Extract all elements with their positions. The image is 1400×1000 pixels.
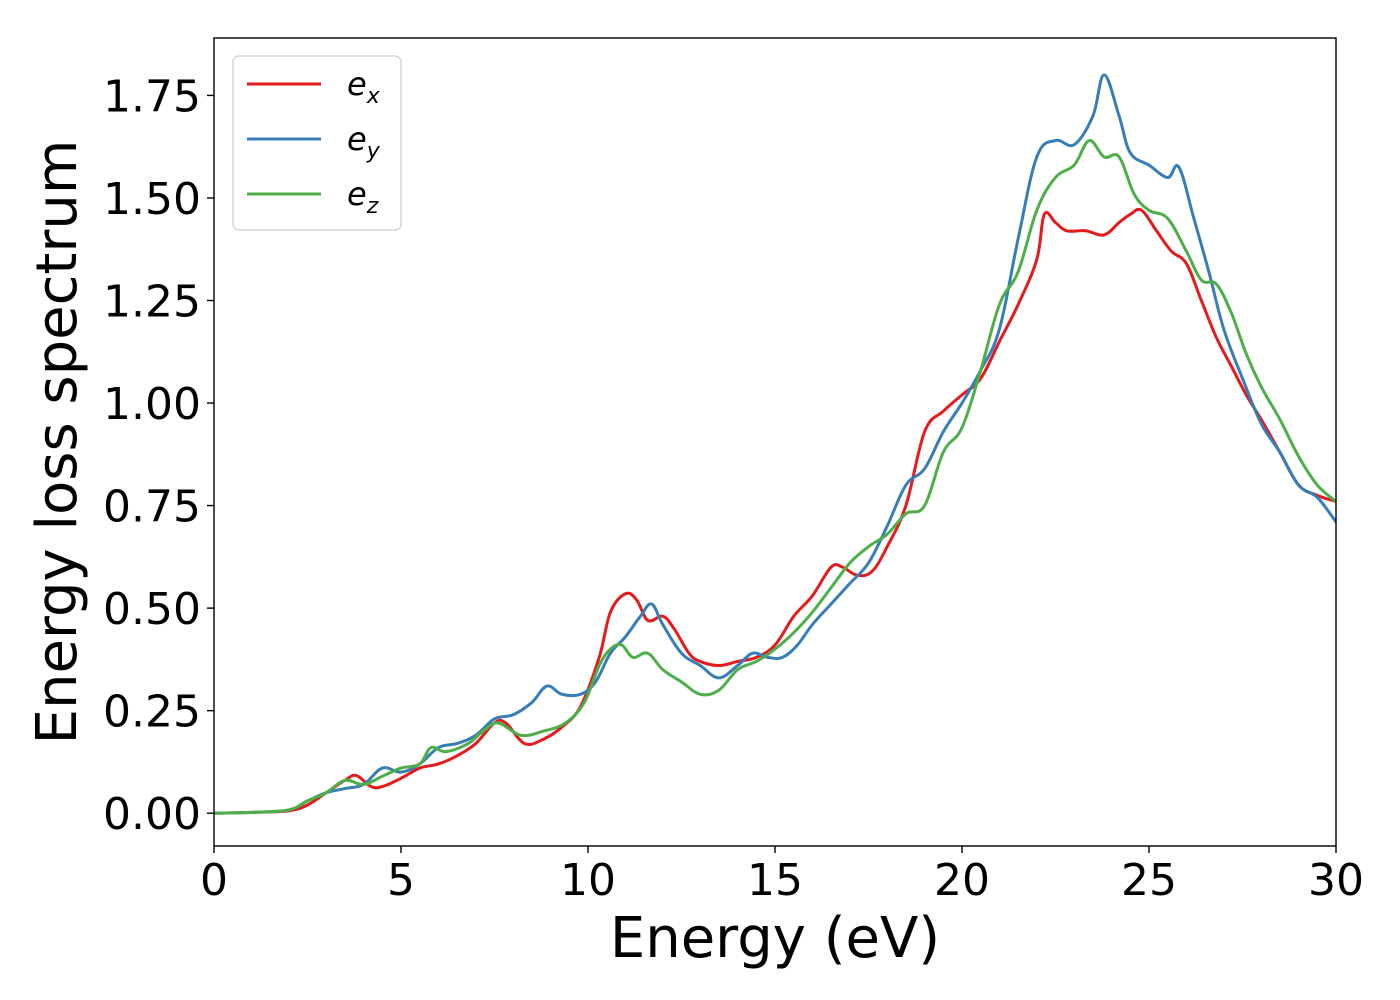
series-line-y — [214, 73, 1336, 815]
y-tick-label: 1.75 — [103, 71, 201, 122]
y-axis: 0.00 0.25 0.50 0.75 1.00 1.25 1.50 1.75 — [103, 71, 214, 840]
x-tick-label: 20 — [934, 855, 990, 906]
x-tick-label: 5 — [387, 855, 415, 906]
x-axis: 0 5 10 15 20 25 30 — [200, 846, 1364, 906]
y-tick-label: 0.75 — [103, 482, 201, 533]
x-tick-label: 30 — [1308, 855, 1364, 906]
legend-label-base: e — [347, 65, 367, 103]
series-layer — [214, 73, 1336, 815]
legend-label-z: ez — [347, 175, 379, 219]
legend-label-subscript: z — [366, 194, 379, 219]
y-axis-label: Energy loss spectrum — [25, 140, 90, 745]
y-tick-label: 0.00 — [103, 789, 201, 840]
y-tick-label: 0.50 — [103, 584, 201, 635]
x-tick-label: 10 — [560, 855, 616, 906]
legend-label-base: e — [347, 175, 367, 213]
x-tick-label: 15 — [747, 855, 803, 906]
series-line-x — [214, 207, 1336, 815]
legend-label-y: ey — [347, 120, 381, 164]
y-tick-label: 0.25 — [103, 687, 201, 738]
series-line-z — [214, 139, 1336, 815]
legend-label-subscript: x — [366, 84, 381, 109]
y-tick-label: 1.00 — [103, 379, 201, 430]
legend-label-subscript: y — [366, 139, 381, 164]
x-tick-label: 0 — [200, 855, 228, 906]
x-tick-label: 25 — [1121, 855, 1177, 906]
legend-box — [232, 55, 402, 231]
legend-label-base: e — [347, 120, 367, 158]
y-tick-label: 1.25 — [103, 276, 201, 327]
x-axis-label: Energy (eV) — [610, 906, 940, 971]
legend-label-x: ex — [347, 65, 381, 109]
y-tick-label: 1.50 — [103, 174, 201, 225]
